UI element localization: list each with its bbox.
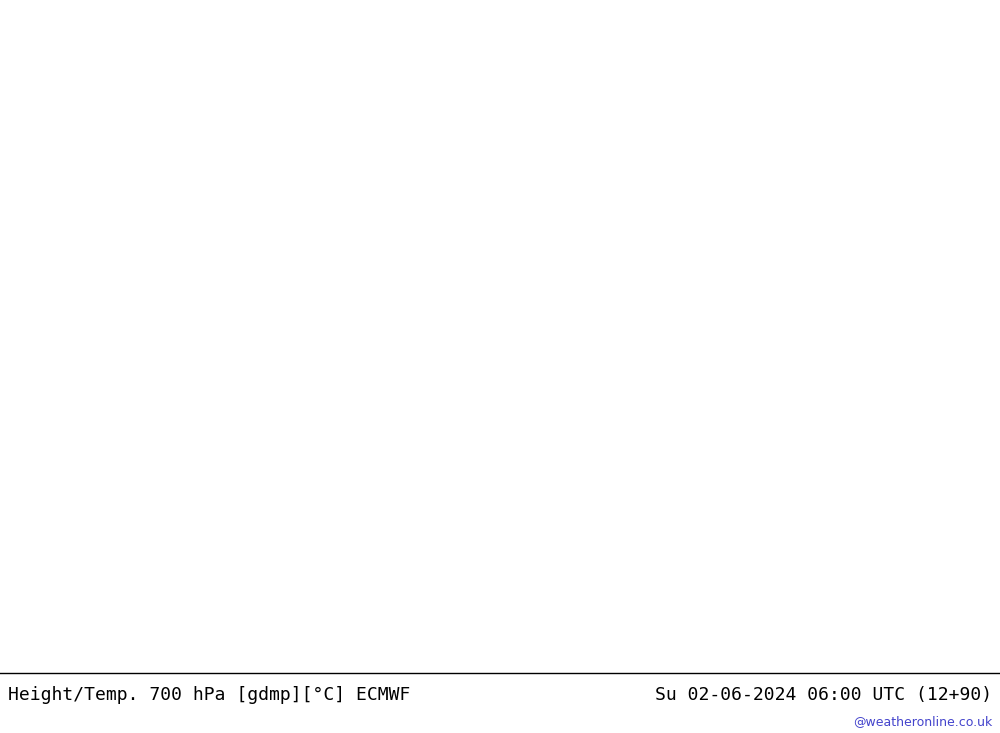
Text: Height/Temp. 700 hPa [gdmp][°C] ECMWF: Height/Temp. 700 hPa [gdmp][°C] ECMWF <box>8 686 410 704</box>
Text: @weatheronline.co.uk: @weatheronline.co.uk <box>853 715 992 728</box>
Text: Su 02-06-2024 06:00 UTC (12+90): Su 02-06-2024 06:00 UTC (12+90) <box>655 686 992 704</box>
